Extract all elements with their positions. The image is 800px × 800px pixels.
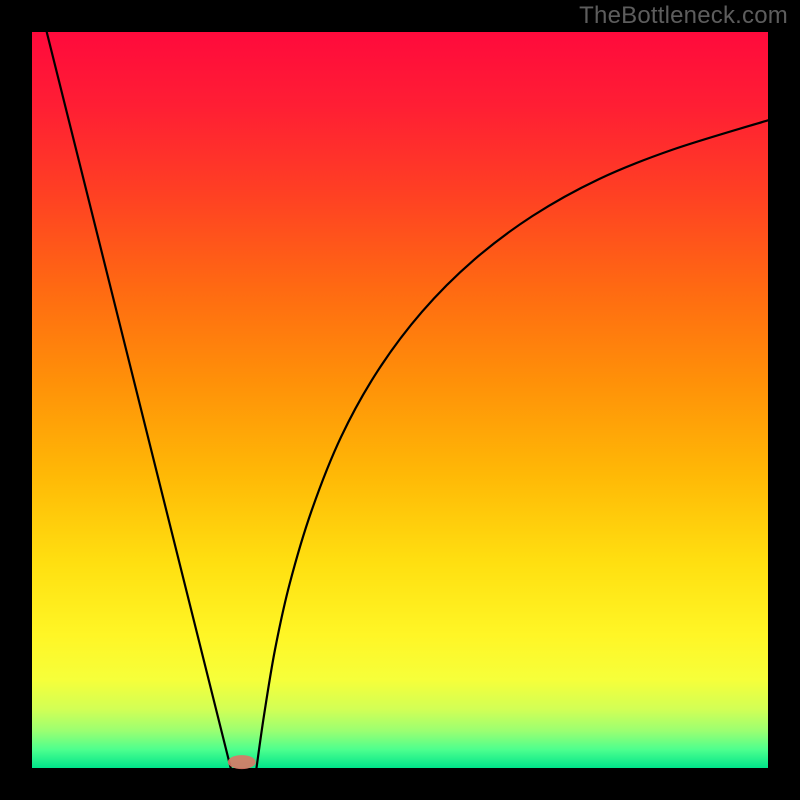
chart-container: TheBottleneck.com bbox=[0, 0, 800, 800]
plot-gradient-background bbox=[32, 32, 768, 768]
watermark-text: TheBottleneck.com bbox=[579, 2, 788, 30]
bottleneck-chart bbox=[0, 0, 800, 800]
optimal-point-marker bbox=[228, 755, 256, 769]
